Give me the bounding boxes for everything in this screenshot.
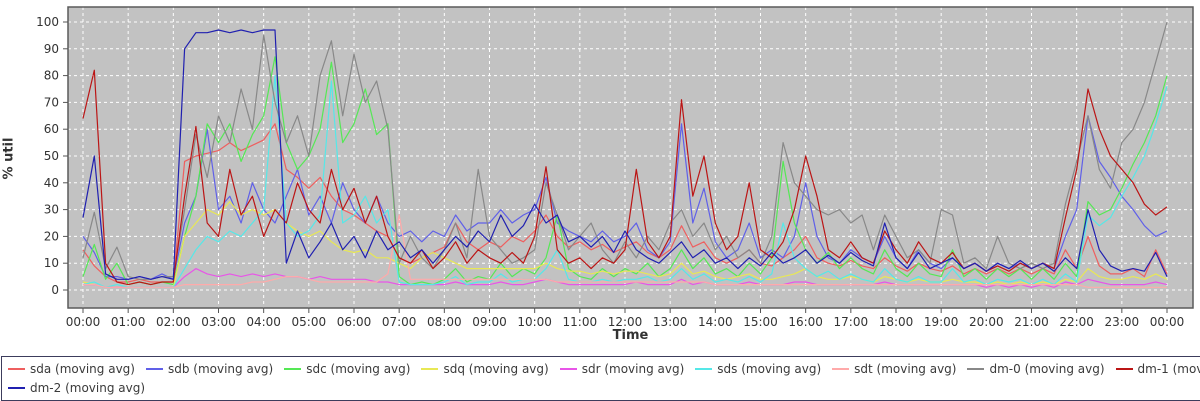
x-tick-label: 14:00 bbox=[698, 315, 733, 329]
y-tick-label: 40 bbox=[44, 176, 59, 190]
y-tick-label: 60 bbox=[44, 122, 59, 136]
x-tick-label: 13:00 bbox=[653, 315, 688, 329]
y-tick-label: 20 bbox=[44, 229, 59, 243]
legend-item-dm-0: dm-0 (moving avg) bbox=[967, 361, 1105, 376]
series-line-dm-0 bbox=[82, 21, 1168, 280]
x-tick-label: 21:00 bbox=[1014, 315, 1049, 329]
legend-item-sds: sds (moving avg) bbox=[695, 362, 821, 376]
legend-label: sds (moving avg) bbox=[717, 361, 822, 376]
y-tick-label: 10 bbox=[44, 256, 59, 270]
legend-label: dm-1 (moving avg) bbox=[1137, 361, 1200, 376]
legend-swatch-icon bbox=[1115, 367, 1133, 370]
series-line-sdr bbox=[83, 268, 1168, 288]
x-tick-label: 01:00 bbox=[111, 315, 146, 329]
y-tick-label: 70 bbox=[44, 95, 59, 109]
legend-swatch-icon bbox=[284, 367, 302, 370]
x-tick-label: 06:00 bbox=[337, 315, 372, 329]
legend-swatch-icon bbox=[421, 367, 439, 370]
legend-swatch-icon bbox=[832, 367, 850, 370]
x-tick-label: 18:00 bbox=[879, 315, 914, 329]
legend-swatch-icon bbox=[967, 367, 985, 370]
legend-label: sdb (moving avg) bbox=[167, 361, 274, 376]
legend-item-dm-1: dm-1 (moving avg) bbox=[1115, 361, 1200, 376]
x-tick-label: 12:00 bbox=[608, 315, 643, 329]
series-line-sdc bbox=[82, 56, 1168, 286]
chart-plot-area: 0 10 20 30 40 50 60 70 80 90 100 00:00 01:00 02:00 03:… bbox=[36, 6, 1194, 329]
legend-label: sdr (moving avg) bbox=[581, 361, 685, 376]
legend-item-sdr: sdr (moving avg) bbox=[559, 361, 685, 376]
x-tick-label: 03:00 bbox=[201, 315, 236, 329]
legend-label: dm-0 (moving avg) bbox=[989, 361, 1105, 376]
y-tick-label: 90 bbox=[44, 42, 59, 56]
x-tick-label: 11:00 bbox=[563, 315, 598, 329]
x-tick-label: 23:00 bbox=[1105, 315, 1140, 329]
plot-border bbox=[67, 6, 1194, 309]
legend-item-sda: sda (moving avg) bbox=[8, 362, 135, 376]
series-line-dm-2 bbox=[82, 29, 1168, 280]
x-tick-label: 10:00 bbox=[517, 315, 552, 329]
legend-item-sdq: sdq (moving avg) bbox=[421, 361, 549, 376]
x-tick-label: 22:00 bbox=[1059, 315, 1094, 329]
x-tick-label: 04:00 bbox=[246, 315, 281, 329]
legend-label: sdc (moving avg) bbox=[306, 361, 411, 376]
legend-item-sdt: sdt (moving avg) bbox=[832, 362, 956, 376]
y-axis-title: % util bbox=[1, 137, 17, 180]
series-line-sdt bbox=[83, 214, 1167, 288]
legend-label: dm-2 (moving avg) bbox=[30, 380, 146, 395]
y-tick-label: 50 bbox=[44, 149, 59, 163]
x-tick-label: 05:00 bbox=[292, 315, 327, 329]
legend-label: sdt (moving avg) bbox=[854, 361, 957, 376]
legend-swatch-icon bbox=[8, 367, 25, 370]
legend-swatch-icon bbox=[8, 386, 25, 389]
chart-legend: sda (moving avg) sdb (moving avg) sdc (mov… bbox=[1, 356, 1200, 401]
legend-label: sda (moving avg) bbox=[30, 361, 135, 376]
legend-item-sdc: sdc (moving avg) bbox=[284, 362, 410, 376]
x-tick-label: 20:00 bbox=[969, 315, 1004, 329]
x-tick-label: 02:00 bbox=[156, 315, 191, 329]
x-tick-label: 15:00 bbox=[743, 315, 778, 329]
y-tick-label: 80 bbox=[44, 69, 59, 83]
x-tick-label: 00:00 bbox=[1150, 315, 1185, 329]
x-tick-label: 07:00 bbox=[382, 315, 417, 329]
y-tick-label: 0 bbox=[51, 283, 59, 297]
legend-row: dm-2 (moving avg) bbox=[4, 378, 1200, 397]
x-tick-label: 09:00 bbox=[472, 315, 507, 329]
x-axis-title: Time bbox=[612, 328, 649, 343]
utilization-chart: 0 10 20 30 40 50 60 70 80 90 100 00:00 01:00 02:00 03:… bbox=[1, 6, 1194, 343]
legend-item-sdb: sdb (moving avg) bbox=[145, 361, 274, 376]
legend-swatch-icon bbox=[145, 367, 163, 370]
y-tick-label: 100 bbox=[36, 15, 59, 29]
x-tick-label: 08:00 bbox=[427, 315, 462, 329]
x-tick-label: 00:00 bbox=[66, 315, 101, 329]
legend-item-dm-2: dm-2 (moving avg) bbox=[8, 381, 145, 395]
legend-swatch-icon bbox=[695, 367, 713, 370]
plot-background bbox=[68, 7, 1193, 308]
y-tick-label: 30 bbox=[44, 203, 59, 217]
legend-row: sda (moving avg) sdb (moving avg) sdc (mov… bbox=[4, 359, 1200, 378]
legend-swatch-icon bbox=[559, 367, 577, 370]
legend-label: sdq (moving avg) bbox=[443, 361, 549, 376]
x-tick-label: 19:00 bbox=[924, 315, 959, 329]
x-tick-label: 16:00 bbox=[788, 315, 823, 329]
x-tick-label: 17:00 bbox=[834, 315, 869, 329]
